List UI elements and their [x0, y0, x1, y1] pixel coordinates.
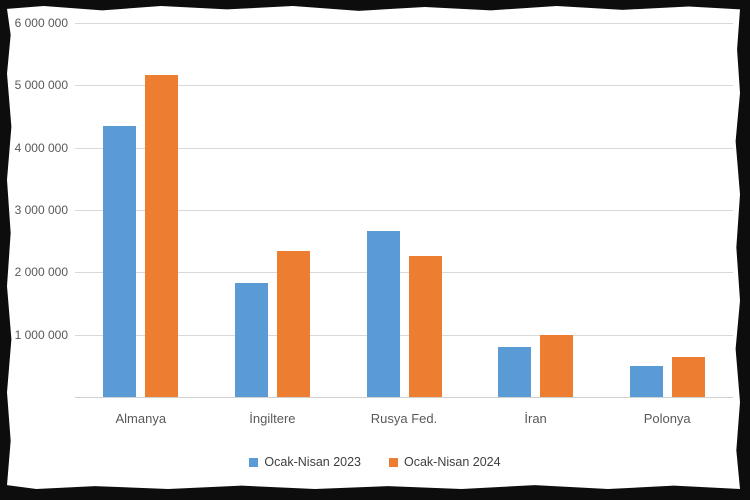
legend-item: Ocak-Nisan 2024	[389, 455, 501, 469]
legend-label: Ocak-Nisan 2024	[404, 455, 501, 469]
bar-ocak-nisan-2024-5	[671, 357, 705, 397]
x-category-label: İngiltere	[249, 411, 296, 426]
plot-area	[75, 23, 733, 398]
y-tick-label: 4 000 000	[14, 140, 68, 155]
y-tick-label: 3 000 000	[14, 203, 68, 217]
gridline	[75, 23, 733, 24]
bar-ocak-nisan-2023-2	[234, 282, 268, 397]
gridline	[75, 85, 733, 87]
y-tick-label: 5 000 000	[14, 78, 68, 93]
legend: Ocak-Nisan 2023 Ocak-Nisan 2024	[7, 455, 740, 469]
gridline	[75, 272, 733, 274]
y-tick-label: 1 000 000	[14, 327, 68, 342]
x-category-label: Rusya Fed.	[370, 411, 438, 426]
x-category-label: Almanya	[115, 411, 167, 426]
gridline	[75, 147, 733, 149]
y-tick-label: 2 000 000	[14, 265, 68, 280]
legend-label: Ocak-Nisan 2023	[264, 455, 361, 469]
x-axis-line	[75, 397, 733, 398]
x-category-label: İran	[524, 411, 547, 426]
bar-ocak-nisan-2023-1	[103, 125, 137, 397]
bar-ocak-nisan-2023-4	[498, 347, 532, 397]
legend-item: Ocak-Nisan 2023	[249, 455, 361, 469]
gridline	[75, 334, 733, 336]
bar-ocak-nisan-2024-4	[540, 334, 574, 397]
chart-surface: 1 000 000 2 000 000 3 000 000 4 000 000 5 00…	[7, 6, 740, 489]
legend-swatch-icon	[389, 457, 398, 467]
gridline	[75, 210, 733, 211]
y-tick-label: 6 000 000	[14, 16, 68, 30]
legend-swatch-icon	[249, 457, 259, 467]
bar-ocak-nisan-2023-5	[629, 365, 663, 397]
x-category-label: Polonya	[643, 411, 691, 426]
bar-ocak-nisan-2024-2	[276, 251, 310, 397]
bar-ocak-nisan-2023-3	[366, 231, 400, 397]
bar-ocak-nisan-2024-3	[408, 256, 442, 397]
bar-ocak-nisan-2024-1	[145, 74, 179, 397]
